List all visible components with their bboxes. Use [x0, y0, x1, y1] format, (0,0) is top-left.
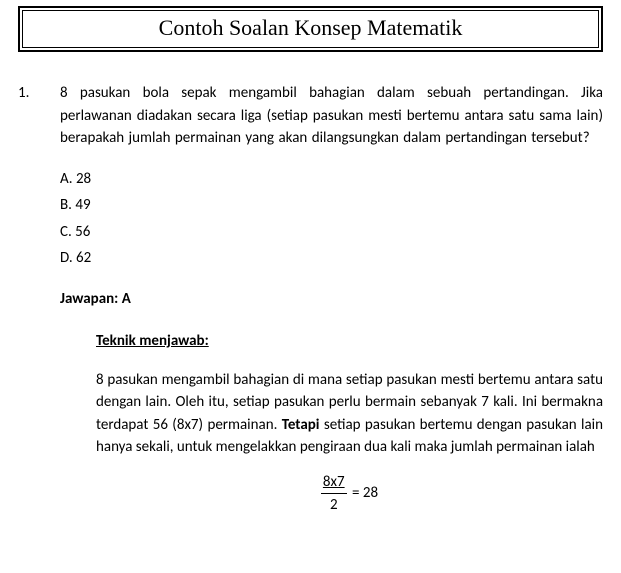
equation: 8x7 2 = 28	[96, 471, 603, 517]
option-b: B. 49	[60, 194, 603, 217]
explanation-text: 8 pasukan mengambil bahagian di mana set…	[96, 369, 603, 459]
question-number: 1.	[18, 82, 60, 517]
question-body: 8 pasukan bola sepak mengambil bahagian …	[60, 82, 603, 517]
title-frame-inner: Contoh Soalan Konsep Matematik	[22, 10, 599, 48]
question-text: 8 pasukan bola sepak mengambil bahagian …	[60, 82, 603, 150]
answer-label: Jawapan: A	[60, 288, 603, 311]
option-a: A. 28	[60, 168, 603, 191]
explanation-bold: Tetapi	[282, 416, 320, 434]
title-frame-outer: Contoh Soalan Konsep Matematik	[18, 6, 603, 52]
option-d: D. 62	[60, 247, 603, 270]
page-title: Contoh Soalan Konsep Matematik	[159, 15, 463, 40]
technique-title: Teknik menjawab:	[96, 330, 603, 353]
fraction-denominator: 2	[321, 494, 347, 517]
options-list: A. 28 B. 49 C. 56 D. 62	[60, 168, 603, 270]
question-block: 1. 8 pasukan bola sepak mengambil bahagi…	[18, 82, 603, 517]
technique-block: Teknik menjawab: 8 pasukan mengambil bah…	[60, 330, 603, 517]
fraction-numerator: 8x7	[321, 471, 347, 495]
equation-rhs: = 28	[352, 484, 378, 502]
fraction: 8x7 2	[321, 471, 347, 517]
option-c: C. 56	[60, 221, 603, 244]
